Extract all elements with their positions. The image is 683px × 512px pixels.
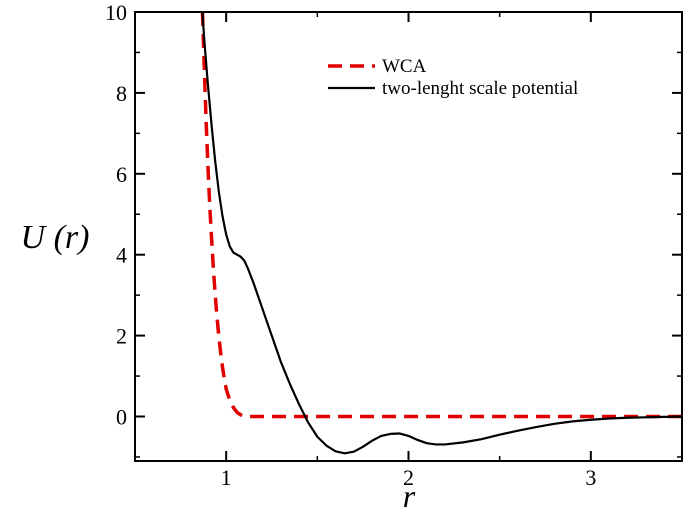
y-tick-label: 6 (116, 162, 127, 187)
y-tick-label: 2 (116, 324, 127, 349)
x-axis-label: r (403, 478, 416, 512)
x-tick-label: 3 (585, 465, 596, 490)
y-axis-label: U (r) (21, 219, 90, 256)
y-tick-label: 10 (105, 0, 127, 25)
legend: WCA two-lenght scale potential (328, 56, 578, 99)
y-tick-label: 8 (116, 81, 127, 106)
y-tick-label: 0 (116, 405, 127, 430)
x-tick-label: 1 (221, 465, 232, 490)
legend-label-two-length: two-lenght scale potential (382, 78, 578, 99)
series-line-two-length-scale (201, 12, 682, 455)
x-tick-label: 2 (403, 465, 414, 490)
y-tick-label: 4 (116, 243, 127, 268)
series-line-wca (200, 12, 682, 419)
legend-label-wca: WCA (382, 56, 427, 77)
